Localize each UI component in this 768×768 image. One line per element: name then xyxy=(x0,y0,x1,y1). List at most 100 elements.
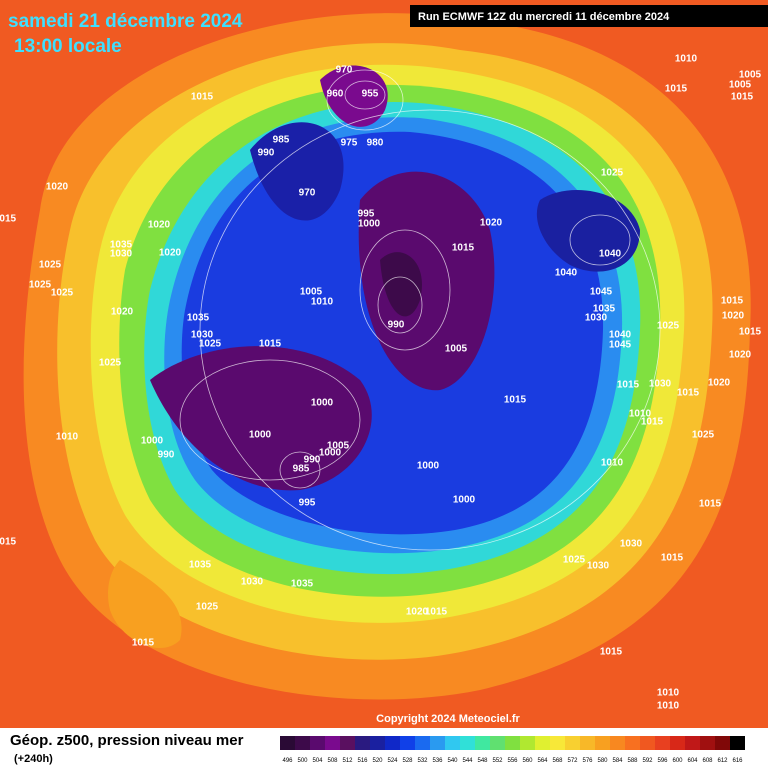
colorbar-swatch xyxy=(505,736,520,750)
isobar-label: 1025 xyxy=(601,168,624,179)
colorbar-label: 536 xyxy=(432,758,443,764)
colorbar-label: 540 xyxy=(447,758,458,764)
isobar-label: 1020 xyxy=(708,378,731,389)
isobar-label: 1020 xyxy=(46,182,69,193)
colorbar-label: 572 xyxy=(567,758,578,764)
colorbar-swatch xyxy=(370,736,385,750)
isobar-label: 1000 xyxy=(319,448,342,459)
colorbar-swatch xyxy=(280,736,295,750)
colorbar-label: 596 xyxy=(657,758,668,764)
isobar-label: 1015 xyxy=(425,607,448,618)
colorbar-label: 508 xyxy=(327,758,338,764)
forecast-date: samedi 21 décembre 2024 xyxy=(8,11,243,32)
colorbar-swatch xyxy=(610,736,625,750)
isobar-label: 1015 xyxy=(641,417,664,428)
isobar-label: 990 xyxy=(258,148,275,159)
isobar-label: 1015 xyxy=(699,499,722,510)
colorbar-label: 552 xyxy=(492,758,503,764)
colorbar-swatch xyxy=(640,736,655,750)
run-info: Run ECMWF 12Z du mercredi 11 décembre 20… xyxy=(418,11,670,23)
isobar-label: 1010 xyxy=(601,458,624,469)
isobar-label: 1010 xyxy=(629,409,652,420)
isobar-label: 1030 xyxy=(649,379,672,390)
colorbar-label: 592 xyxy=(642,758,653,764)
colorbar: 496 500 504 508 512 516 520 524 528 532 536 540 544 5… xyxy=(280,736,745,764)
isobar-label: 1000 xyxy=(358,219,381,230)
isobar-label: 1035 xyxy=(110,240,133,251)
colorbar-swatch xyxy=(310,736,325,750)
isobar-label: 1015 xyxy=(731,92,754,103)
colorbar-swatch xyxy=(730,736,745,750)
isobar-label: 1010 xyxy=(675,54,698,65)
colorbar-swatch xyxy=(430,736,445,750)
isobar-label: 1000 xyxy=(311,398,334,409)
isobar-label: 995 xyxy=(299,498,316,509)
isobar-label: 1025 xyxy=(563,555,586,566)
isobar-label: 1030 xyxy=(587,561,610,572)
colorbar-label: 516 xyxy=(357,758,368,764)
colorbar-swatch xyxy=(325,736,340,750)
isobar-label: 1040 xyxy=(609,330,632,341)
isobar-label: 1015 xyxy=(617,380,640,391)
isobar-label: 955 xyxy=(362,89,379,100)
copyright: Copyright 2024 Meteociel.fr xyxy=(376,713,520,725)
colorbar-label: 496 xyxy=(282,758,293,764)
isobar-label: 1005 xyxy=(729,80,752,91)
isobar-label: 1000 xyxy=(141,436,164,447)
isobars xyxy=(179,69,661,551)
isobar-label: 1000 xyxy=(249,430,272,441)
isobar-label: 1005 xyxy=(739,70,762,81)
isobar-label: 990 xyxy=(388,320,405,331)
isobar-label: 1015 xyxy=(600,647,623,658)
isobar-label: 1015 xyxy=(677,388,700,399)
colorbar-swatch xyxy=(580,736,595,750)
isobar-label: 1035 xyxy=(291,579,314,590)
colorbar-swatch xyxy=(460,736,475,750)
colorbar-label: 584 xyxy=(612,758,623,764)
isobar-label: 1015 xyxy=(259,339,282,350)
isobar-label: 1025 xyxy=(39,260,62,271)
isobar-label: 1015 xyxy=(191,92,214,103)
isobar-label: 1020 xyxy=(406,607,429,618)
colorbar-swatch xyxy=(715,736,730,750)
isobar-label: 1005 xyxy=(327,441,350,452)
isobar-label: 1040 xyxy=(555,268,578,279)
colorbar-swatch xyxy=(340,736,355,750)
isobar-label: 1020 xyxy=(148,220,171,231)
isobar-label: 980 xyxy=(367,138,384,149)
colorbar-label: 524 xyxy=(387,758,398,764)
field-blob xyxy=(108,560,182,649)
colorbar-swatch xyxy=(685,736,700,750)
isobar-label: 1015 xyxy=(452,243,475,254)
colorbar-label: 528 xyxy=(402,758,413,764)
low-area xyxy=(358,171,495,391)
colorbar-label: 532 xyxy=(417,758,428,764)
isobar-label: 1010 xyxy=(657,701,680,712)
isobar-label: 1015 xyxy=(132,638,155,649)
colorbar-swatch xyxy=(490,736,505,750)
isobar-label: 1020 xyxy=(159,248,182,259)
isobar-label: 1015 xyxy=(739,327,762,338)
isobar-label: 1015 xyxy=(661,553,684,564)
isobar-label: 1010 xyxy=(311,297,334,308)
low-area xyxy=(320,65,388,127)
colorbar-label: 612 xyxy=(717,758,728,764)
isobar-label: 1010 xyxy=(657,688,680,699)
isobar-label: 1025 xyxy=(99,358,122,369)
colorbar-label: 512 xyxy=(342,758,353,764)
isobar-label: 1020 xyxy=(111,307,134,318)
colorbar-label: 604 xyxy=(687,758,698,764)
colorbar-label: 608 xyxy=(702,758,713,764)
colorbar-swatch xyxy=(595,736,610,750)
isobar-label: 1035 xyxy=(187,313,210,324)
isobar-label: 1025 xyxy=(657,321,680,332)
isobar-label: 1015 xyxy=(665,84,688,95)
field-blob xyxy=(536,190,640,272)
lead-time: (+240h) xyxy=(14,753,53,765)
colorbar-label: 564 xyxy=(537,758,548,764)
colorbar-swatch xyxy=(670,736,685,750)
isobar-label: 1020 xyxy=(729,350,752,361)
isobar-label: 990 xyxy=(158,450,175,461)
